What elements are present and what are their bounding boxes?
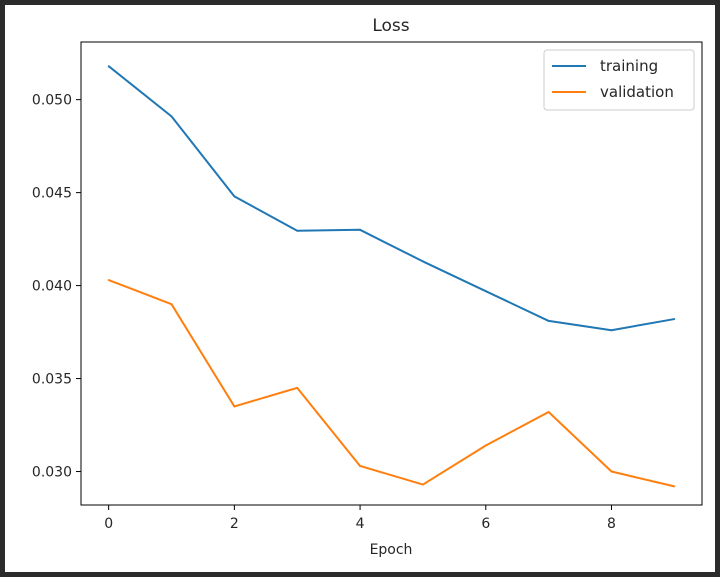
data-point-training (610, 329, 613, 332)
data-point-training (296, 229, 299, 232)
data-point-training (233, 195, 236, 198)
data-point-training (107, 65, 110, 68)
data-point-validation (107, 279, 110, 281)
y-tick-label: 0.050 (32, 93, 72, 109)
legend: training validation (543, 49, 695, 111)
data-point-validation (359, 465, 361, 467)
data-point-validation (484, 444, 487, 447)
data-point-validation (170, 303, 173, 306)
y-axis: 0.030 0.035 0.040 0.045 0.050 (32, 93, 81, 481)
data-point-training (359, 228, 361, 231)
y-tick-label: 0.040 (32, 279, 72, 295)
chart-title: Loss (372, 16, 409, 36)
data-point-validation (673, 485, 676, 488)
y-tick-label: 0.045 (32, 186, 72, 202)
data-point-training (170, 115, 173, 118)
series-line-training (108, 65, 675, 332)
data-point-training (484, 290, 487, 293)
x-tick-label: 2 (230, 516, 239, 532)
y-tick-label: 0.035 (32, 372, 72, 388)
y-tick-label: 0.030 (32, 465, 72, 481)
x-tick-label: 8 (607, 516, 616, 532)
x-tick-label: 0 (104, 516, 113, 532)
data-point-training (547, 320, 550, 322)
legend-label-training: training (600, 57, 658, 75)
series-line-validation (108, 279, 675, 488)
data-point-validation (547, 411, 550, 413)
data-point-validation (610, 470, 613, 473)
x-axis-label: Epoch (370, 542, 413, 558)
x-tick-label: 6 (481, 516, 490, 532)
data-point-validation (233, 405, 236, 408)
x-axis: 0 2 4 6 8 (104, 505, 616, 532)
data-point-validation (296, 386, 299, 389)
plot-border (80, 41, 703, 506)
data-point-training (673, 318, 676, 320)
series-lines (107, 65, 676, 488)
data-point-validation (422, 483, 424, 486)
x-tick-label: 4 (356, 516, 365, 532)
data-point-training (422, 260, 424, 263)
legend-label-validation: validation (600, 83, 674, 101)
